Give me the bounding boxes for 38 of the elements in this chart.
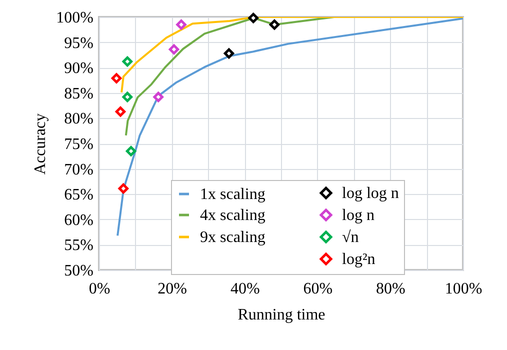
point xyxy=(122,56,133,67)
x-tick-label: 100% xyxy=(444,280,482,298)
y-tick-label: 95% xyxy=(64,34,94,52)
y-tick-label: 75% xyxy=(64,136,94,153)
y-tick-label: 50% xyxy=(64,262,94,280)
x-tick-label: 80% xyxy=(376,280,406,298)
point xyxy=(118,183,129,194)
point xyxy=(153,92,164,102)
legend-label: log log n xyxy=(342,185,399,202)
y-tick-label: 85% xyxy=(64,85,94,102)
x-tick-label: 20% xyxy=(158,280,187,298)
legend-label: 1x scaling xyxy=(200,186,266,203)
point xyxy=(224,48,234,59)
y-tick-label: 70% xyxy=(64,161,94,178)
legend-label: log²n xyxy=(342,251,376,268)
point xyxy=(248,12,258,24)
point xyxy=(176,19,186,30)
point xyxy=(115,106,126,117)
legend-label: log n xyxy=(342,207,374,224)
y-tick-label: 65% xyxy=(64,186,94,204)
point xyxy=(126,146,136,156)
y-tick-label: 55% xyxy=(64,237,94,254)
point xyxy=(122,92,133,102)
x-axis-title: Running time xyxy=(238,306,326,324)
legend-label: √n xyxy=(342,229,359,246)
x-tick-label: 40% xyxy=(230,280,260,298)
legend-label: 9x scaling xyxy=(200,229,266,246)
y-tick-label: 80% xyxy=(64,110,94,128)
y-tick-label: 100% xyxy=(56,10,94,26)
y-tick-label: 90% xyxy=(64,60,94,78)
x-tick-label: 60% xyxy=(303,280,333,298)
point xyxy=(269,19,280,30)
point xyxy=(168,44,180,55)
point xyxy=(111,73,122,84)
x-tick-label: 0% xyxy=(88,280,110,298)
legend-label: 4x scaling xyxy=(200,207,266,224)
y-tick-label: 60% xyxy=(64,212,94,229)
y-axis-title: Accuracy xyxy=(32,113,50,175)
